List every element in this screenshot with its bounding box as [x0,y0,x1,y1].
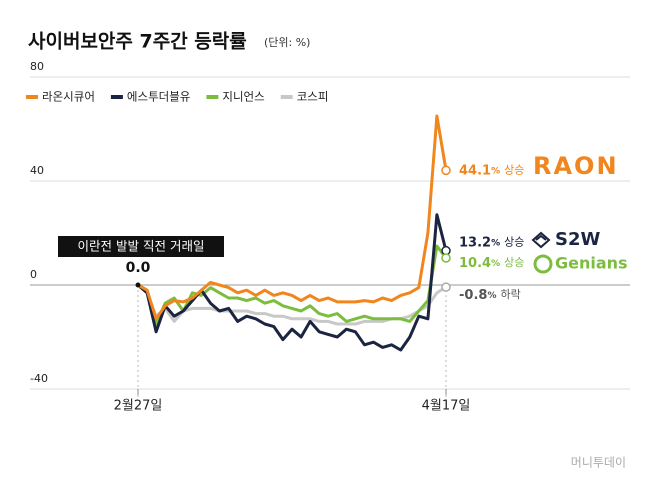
brand-logo: RAON [533,152,619,180]
chart-title: 사이버보안주 7주간 등락률 [28,31,247,53]
end-value: 44.1 [459,163,491,178]
x-tick-label: 2월27일 [114,399,163,414]
legend-label: 코스피 [297,90,329,104]
end-unit: % [487,291,496,301]
end-label: 10.4% 상승 [459,255,524,270]
end-note: 하락 [500,287,520,301]
end-dot [441,282,451,292]
start-dot [135,282,141,288]
end-unit: % [491,166,500,176]
end-label: 44.1% 상승 [459,163,524,178]
end-label: 13.2% 상승 [459,235,524,250]
end-value: 13.2 [459,235,491,250]
end-dot [441,165,451,176]
y-tick-label: -40 [30,372,48,385]
y-tick-label: 0 [30,268,37,281]
series-line [137,114,448,321]
end-label: -0.8% 하락 [459,287,521,303]
legend-label: 에스투더블유 [127,90,190,104]
end-value: -0.8 [459,288,487,303]
brand-logo: S2W [555,229,600,250]
annotation-box [58,236,224,257]
watermark: 머니투데이 [571,456,626,470]
annotation: 이란전 발발 직전 거래일 [78,239,205,254]
end-value: 10.4 [459,255,491,270]
end-unit: % [491,238,500,248]
brand-icon [533,254,553,274]
end-unit: % [491,258,500,268]
brand-logo: Genians [555,254,628,273]
x-tick-label: 4월17일 [422,399,471,414]
series-line [137,213,448,352]
brand-icon [531,231,551,249]
legend-label: 지니언스 [222,90,264,104]
start-label: 0.0 [126,260,151,276]
chart-subtitle: (단위: %) [264,36,310,49]
y-tick-label: 40 [30,164,44,177]
end-note: 상승 [504,256,524,269]
end-dot [441,253,451,263]
end-note: 상승 [504,236,524,249]
legend-label: 라온시큐어 [42,90,95,104]
end-note: 상승 [504,163,524,176]
y-tick-label: 80 [30,60,44,73]
